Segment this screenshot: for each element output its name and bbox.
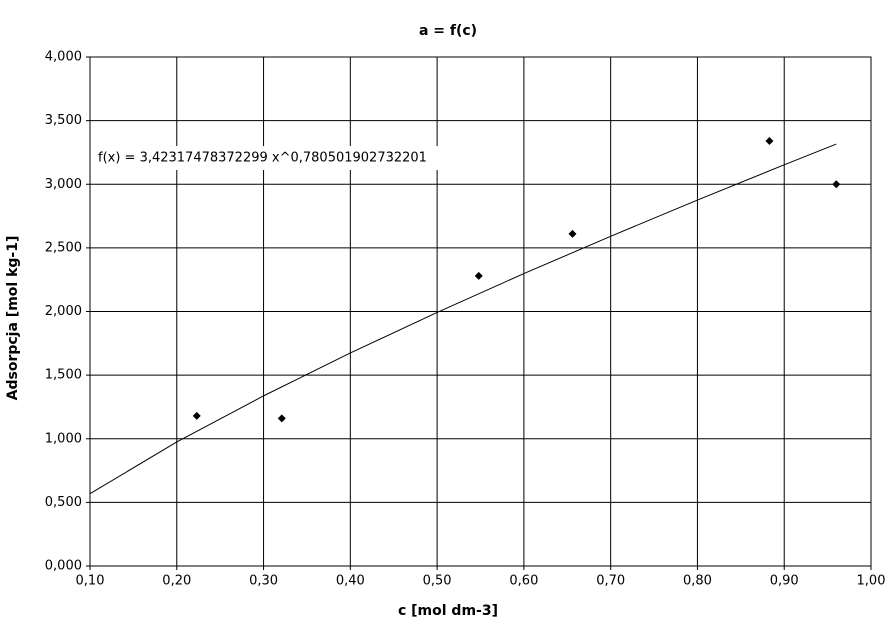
- data-point: [474, 271, 483, 280]
- data-point: [568, 229, 577, 238]
- y-tick-label: 2,500: [45, 240, 82, 255]
- x-tick-label: 0,20: [162, 574, 191, 589]
- x-tick-label: 0,10: [76, 574, 105, 589]
- y-tick-label: 1,000: [45, 431, 82, 446]
- x-tick-label: 0,50: [423, 574, 452, 589]
- y-tick-label: 3,500: [45, 113, 82, 128]
- plot-border: [89, 56, 872, 567]
- y-tick-label: 4,000: [45, 50, 82, 65]
- trend-equation: f(x) = 3,42317478372299 x^0,780501902732…: [98, 151, 427, 166]
- trend-line: [89, 143, 837, 495]
- x-tick-label: 0,40: [336, 574, 365, 589]
- data-point: [832, 180, 841, 189]
- x-tick-label: 0,60: [509, 574, 538, 589]
- x-tick-label: 0,30: [249, 574, 278, 589]
- x-tick-label: 1,00: [857, 574, 886, 589]
- y-axis-label: Adsorpcja [mol kg-1]: [5, 236, 21, 401]
- chart-title: a = f(c): [419, 23, 477, 39]
- y-tick-label: 0,000: [45, 559, 82, 574]
- x-axis-label: c [mol dm-3]: [398, 603, 498, 619]
- x-tick-label: 0,90: [770, 574, 799, 589]
- y-tick-label: 2,000: [45, 304, 82, 319]
- y-tick-label: 1,500: [45, 368, 82, 383]
- x-tick-label: 0,70: [596, 574, 625, 589]
- data-point: [192, 411, 201, 420]
- data-point: [765, 136, 774, 145]
- x-tick-label: 0,80: [683, 574, 712, 589]
- y-tick-label: 0,500: [45, 495, 82, 510]
- data-point: [277, 414, 286, 423]
- annotation-box: [91, 146, 455, 170]
- y-tick-label: 3,000: [45, 177, 82, 192]
